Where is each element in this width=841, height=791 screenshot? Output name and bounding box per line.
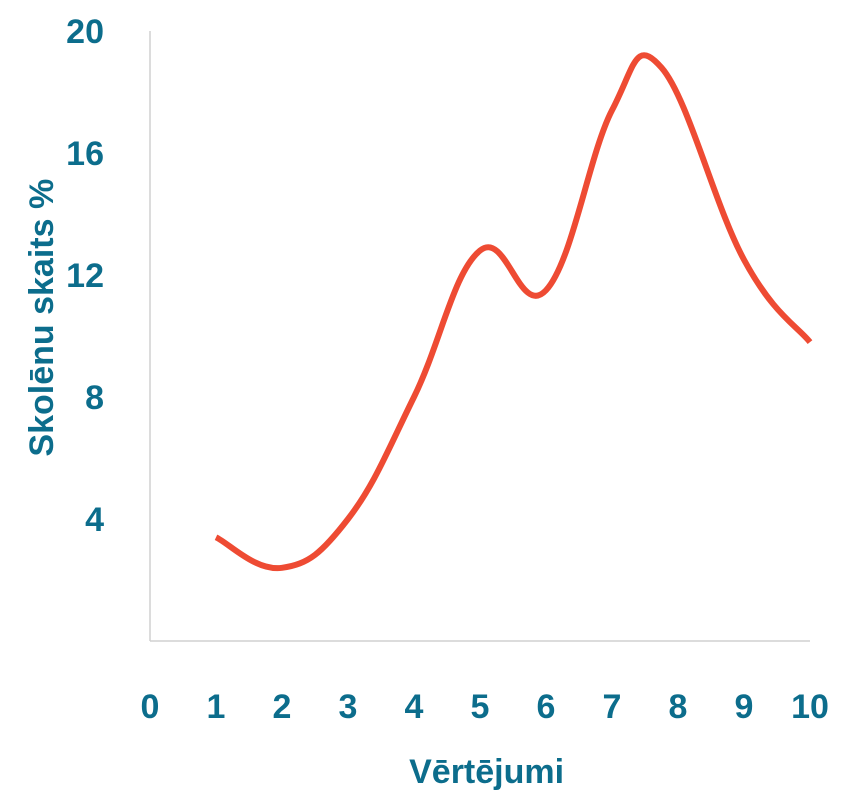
series-layer	[214, 52, 813, 571]
y-axis-title: Skolēnu skaits %	[23, 179, 61, 457]
x-tick-label: 1	[207, 688, 226, 726]
x-tick-label: 2	[273, 688, 292, 726]
x-tick-label: 4	[405, 688, 424, 726]
y-tick-label: 12	[66, 257, 104, 295]
x-tick-label: 9	[735, 688, 754, 726]
x-tick-label: 8	[669, 688, 688, 726]
y-tick-label: 4	[85, 501, 104, 539]
x-tick-label: 0	[141, 688, 160, 726]
y-tick-label: 8	[85, 379, 104, 417]
x-tick-label: 7	[603, 688, 622, 726]
y-tick-label: 20	[66, 13, 104, 51]
x-tick-label: 6	[537, 688, 556, 726]
x-tick-label: 3	[339, 688, 358, 726]
x-tick-labels: 0 1 2 3 4 5 6 7 8 9 10	[141, 688, 829, 726]
y-tick-labels: 4 8 12 16 20	[66, 13, 104, 539]
x-tick-label: 10	[791, 688, 829, 726]
axes	[149, 31, 810, 642]
series-line	[214, 52, 813, 571]
y-tick-label: 16	[66, 135, 104, 173]
x-tick-label: 5	[471, 688, 490, 726]
x-axis-title: Vērtējumi	[409, 753, 564, 791]
